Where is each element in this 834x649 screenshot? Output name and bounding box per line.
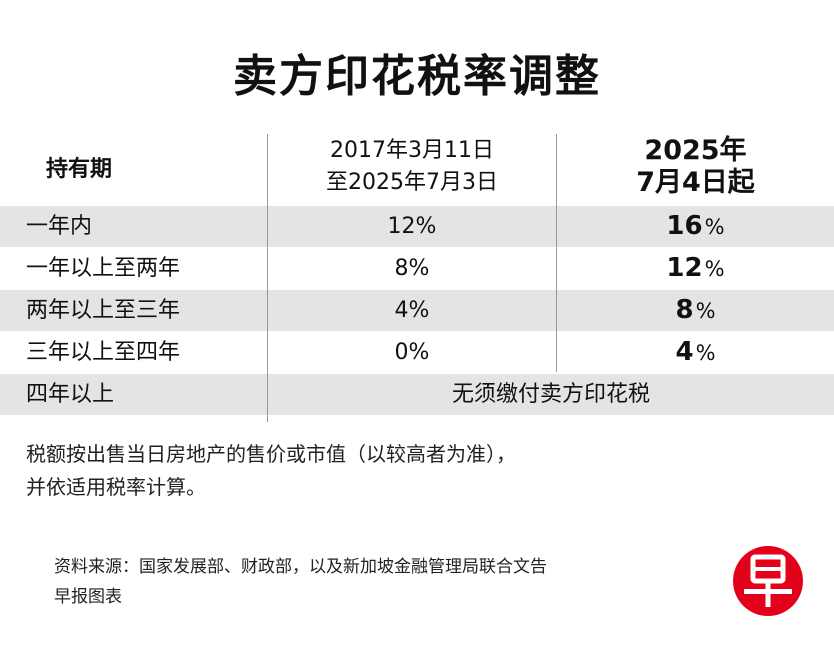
column-divider <box>556 134 557 372</box>
footnote: 税额按出售当日房地产的售价或市值（以较高者为准）， 并依适用税率计算。 <box>26 438 806 504</box>
row-new-rate: 4% <box>557 332 834 373</box>
row-period: 四年以上 <box>26 382 115 407</box>
source-credit: 资料来源：国家发展部、财政部，以及新加坡金融管理局联合文告 早报图表 <box>54 552 694 612</box>
row-new-rate: 8% <box>557 290 834 331</box>
header-old-line2: 至2025年7月3日 <box>326 170 498 195</box>
graphic-credit: 早报图表 <box>54 587 122 607</box>
zaobao-logo-icon <box>733 546 803 616</box>
row-new-value: 12 <box>666 253 703 283</box>
footnote-line2: 并依适用税率计算。 <box>26 475 206 499</box>
table-row: 四年以上 无须缴付卖方印花税 <box>0 374 834 415</box>
source-line: 资料来源：国家发展部、财政部，以及新加坡金融管理局联合文告 <box>54 557 547 577</box>
table-row: 两年以上至三年 4% 8% <box>0 290 834 331</box>
row-period: 两年以上至三年 <box>26 298 181 323</box>
stamp-duty-table: 持有期 2017年3月11日 至2025年7月3日 2025年 7月4日起 一年… <box>0 130 834 422</box>
header-old-line1: 2017年3月11日 <box>330 138 494 163</box>
footnote-line1: 税额按出售当日房地产的售价或市值（以较高者为准）， <box>26 442 516 466</box>
header-new-line2: 7月4日起 <box>636 167 755 198</box>
row-new-rate: 16% <box>557 206 834 247</box>
row-new-value: 16 <box>666 211 703 241</box>
row-old-rate: 8% <box>394 256 430 281</box>
row-period: 一年内 <box>26 214 93 239</box>
header-old-rate: 2017年3月11日 至2025年7月3日 <box>268 130 556 204</box>
row-new-unit: % <box>704 215 725 239</box>
table-row: 一年内 12% 16% <box>0 206 834 247</box>
header-new-line1: 2025年 <box>644 135 747 166</box>
header-holding-period: 持有期 <box>46 157 113 182</box>
row-new-rate: 12% <box>557 248 834 289</box>
table-row: 一年以上至两年 8% 12% <box>0 248 834 289</box>
row-period: 一年以上至两年 <box>26 256 181 281</box>
row-new-value: 8 <box>675 295 694 325</box>
row-old-rate: 0% <box>394 340 430 365</box>
header-new-rate: 2025年 7月4日起 <box>557 130 834 204</box>
row-new-unit: % <box>704 257 725 281</box>
row-new-unit: % <box>695 341 716 365</box>
table-row: 三年以上至四年 0% 4% <box>0 332 834 373</box>
row-new-value: 4 <box>675 337 694 367</box>
row-new-unit: % <box>695 299 716 323</box>
row-period: 三年以上至四年 <box>26 340 181 365</box>
row-old-rate: 12% <box>387 214 437 239</box>
row-merged-value: 无须缴付卖方印花税 <box>451 382 650 407</box>
row-old-rate: 4% <box>394 298 430 323</box>
column-divider <box>267 134 268 422</box>
page-title: 卖方印花税率调整 <box>233 51 601 102</box>
